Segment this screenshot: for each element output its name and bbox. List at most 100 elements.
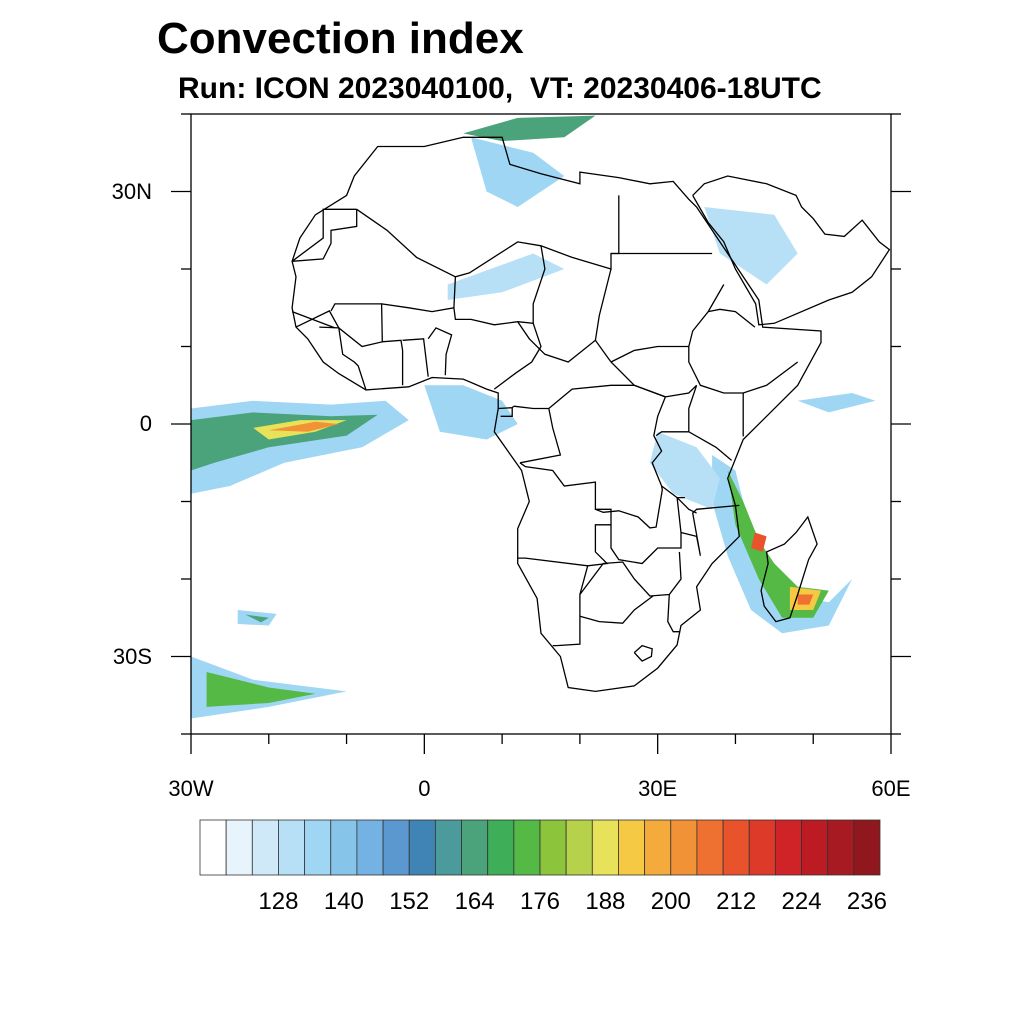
x-tick-label: 30W xyxy=(168,776,214,801)
convection-field-indian-ocean-east xyxy=(797,393,876,413)
country-border xyxy=(708,308,756,328)
colorbar-swatch xyxy=(513,819,541,876)
colorbar-swatch xyxy=(722,819,750,876)
y-tick-label: 0 xyxy=(139,411,152,436)
madagascar-coastline xyxy=(760,515,818,623)
country-border xyxy=(330,303,382,312)
map-title: Convection index xyxy=(157,14,524,63)
country-border xyxy=(295,276,457,348)
colorbar-swatch xyxy=(748,819,776,876)
country-border xyxy=(633,644,653,662)
country-border xyxy=(500,407,513,417)
x-tick-label: 30E xyxy=(638,776,678,801)
country-border xyxy=(493,323,542,390)
colorbar-swatch xyxy=(434,819,462,876)
country-border xyxy=(651,396,685,499)
colorbar-swatch xyxy=(591,819,619,876)
colorbar-swatch xyxy=(644,819,672,876)
colorbar-swatch xyxy=(618,819,646,876)
colorbar-swatch xyxy=(251,819,279,876)
arabia-coastline xyxy=(692,175,891,326)
country-border xyxy=(517,462,612,567)
country-border xyxy=(517,321,666,398)
country-border xyxy=(579,595,654,624)
colorbar-swatch xyxy=(539,819,567,876)
country-border xyxy=(552,565,589,647)
colorbar-swatch xyxy=(304,819,332,876)
country-border xyxy=(688,346,799,394)
colorbar-swatch xyxy=(801,819,829,876)
country-border xyxy=(680,504,740,556)
colorbar-swatch xyxy=(408,819,436,876)
geography-lines xyxy=(291,136,891,693)
country-border xyxy=(381,339,404,386)
country-border xyxy=(579,551,682,597)
colorbar-swatch xyxy=(670,819,698,876)
convection-field-tropical-atlantic xyxy=(268,421,339,432)
convection-field-mozambique-channel xyxy=(751,532,767,552)
convection-field-tropical-atlantic xyxy=(191,412,378,471)
country-border xyxy=(402,338,429,377)
colorbar xyxy=(199,819,881,876)
country-border xyxy=(655,431,689,437)
convection-field-east-africa xyxy=(649,431,720,510)
colorbar-label: 188 xyxy=(585,888,626,915)
axis-ticks xyxy=(171,113,911,754)
colorbar-label: 236 xyxy=(846,888,887,915)
y-tick-label: 30S xyxy=(112,643,152,669)
colorbar-swatch xyxy=(774,819,802,876)
colorbar-label: 164 xyxy=(454,888,495,915)
colorbar-swatch xyxy=(461,819,489,876)
country-border xyxy=(291,208,357,262)
colorbar-label: 128 xyxy=(258,888,299,915)
colorbar-label: 200 xyxy=(650,888,691,915)
convection-field-arabia xyxy=(704,207,798,285)
colorbar-swatch xyxy=(382,819,410,876)
colorbar-swatch xyxy=(330,819,358,876)
convection-field-south-atlantic xyxy=(245,614,269,623)
colorbar-swatch xyxy=(487,819,515,876)
convection-field-mozambique-channel xyxy=(727,470,829,618)
colorbar-swatch xyxy=(199,819,227,876)
colorbar-label: 224 xyxy=(781,888,822,915)
convection-field-algeria xyxy=(471,137,565,207)
country-border xyxy=(519,408,562,464)
country-border xyxy=(610,497,682,565)
colorbar-swatch xyxy=(565,819,593,876)
colorbar-label: 140 xyxy=(323,888,364,915)
country-border xyxy=(610,284,725,363)
country-border xyxy=(676,497,697,514)
colorbar-swatch xyxy=(356,819,384,876)
y-tick-label: 30N xyxy=(111,178,152,204)
colorbar-swatch xyxy=(278,819,306,876)
map-subtitle: Run: ICON 2023040100, VT: 20230406-18UTC xyxy=(178,72,822,105)
convection-field-mozambique-channel xyxy=(712,455,853,634)
colorbar-label: 152 xyxy=(389,888,430,915)
country-border xyxy=(291,310,336,329)
country-border xyxy=(665,384,698,398)
africa-coastline xyxy=(291,136,822,693)
colorbar-swatch xyxy=(853,819,881,876)
convection-field-west-equatorial-ocean xyxy=(424,385,518,440)
convection-field-south-atlantic xyxy=(206,672,316,707)
colorbar-swatch xyxy=(827,819,855,876)
x-tick-label: 0 xyxy=(418,776,431,801)
colorbar-swatch xyxy=(225,819,253,876)
convection-field-mozambique-channel xyxy=(797,594,814,605)
convection-field-mediterranean xyxy=(463,115,596,142)
country-border xyxy=(594,268,612,341)
colorbar-label: 212 xyxy=(716,888,757,915)
convection-field-sahara xyxy=(447,253,565,300)
colorbar-label: 176 xyxy=(519,888,561,915)
country-border xyxy=(319,326,367,391)
convection-fields xyxy=(191,115,876,719)
country-border xyxy=(427,327,453,376)
country-border xyxy=(667,594,681,633)
country-border xyxy=(595,485,663,529)
country-border xyxy=(292,209,358,262)
country-border xyxy=(513,384,666,410)
x-tick-label: 60E xyxy=(871,776,911,801)
colorbar-swatch xyxy=(696,819,724,876)
country-border xyxy=(356,195,620,278)
